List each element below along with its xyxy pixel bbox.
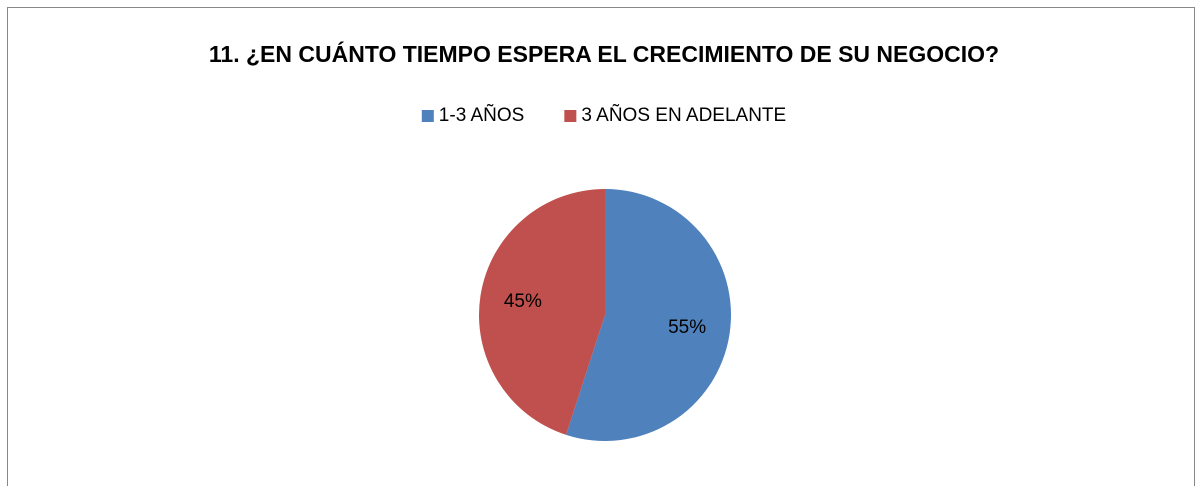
data-label: 45% <box>504 291 542 312</box>
chart-title: 11. ¿EN CUÁNTO TIEMPO ESPERA EL CRECIMIE… <box>209 40 999 67</box>
legend-swatch <box>421 110 434 122</box>
legend-swatch <box>564 110 577 122</box>
legend-label: 1-3 AÑOS <box>439 104 525 126</box>
legend-label: 3 AÑOS EN ADELANTE <box>581 104 786 126</box>
pie-slice <box>566 189 731 442</box>
pie-slice <box>478 189 605 435</box>
data-label: 55% <box>668 317 706 338</box>
